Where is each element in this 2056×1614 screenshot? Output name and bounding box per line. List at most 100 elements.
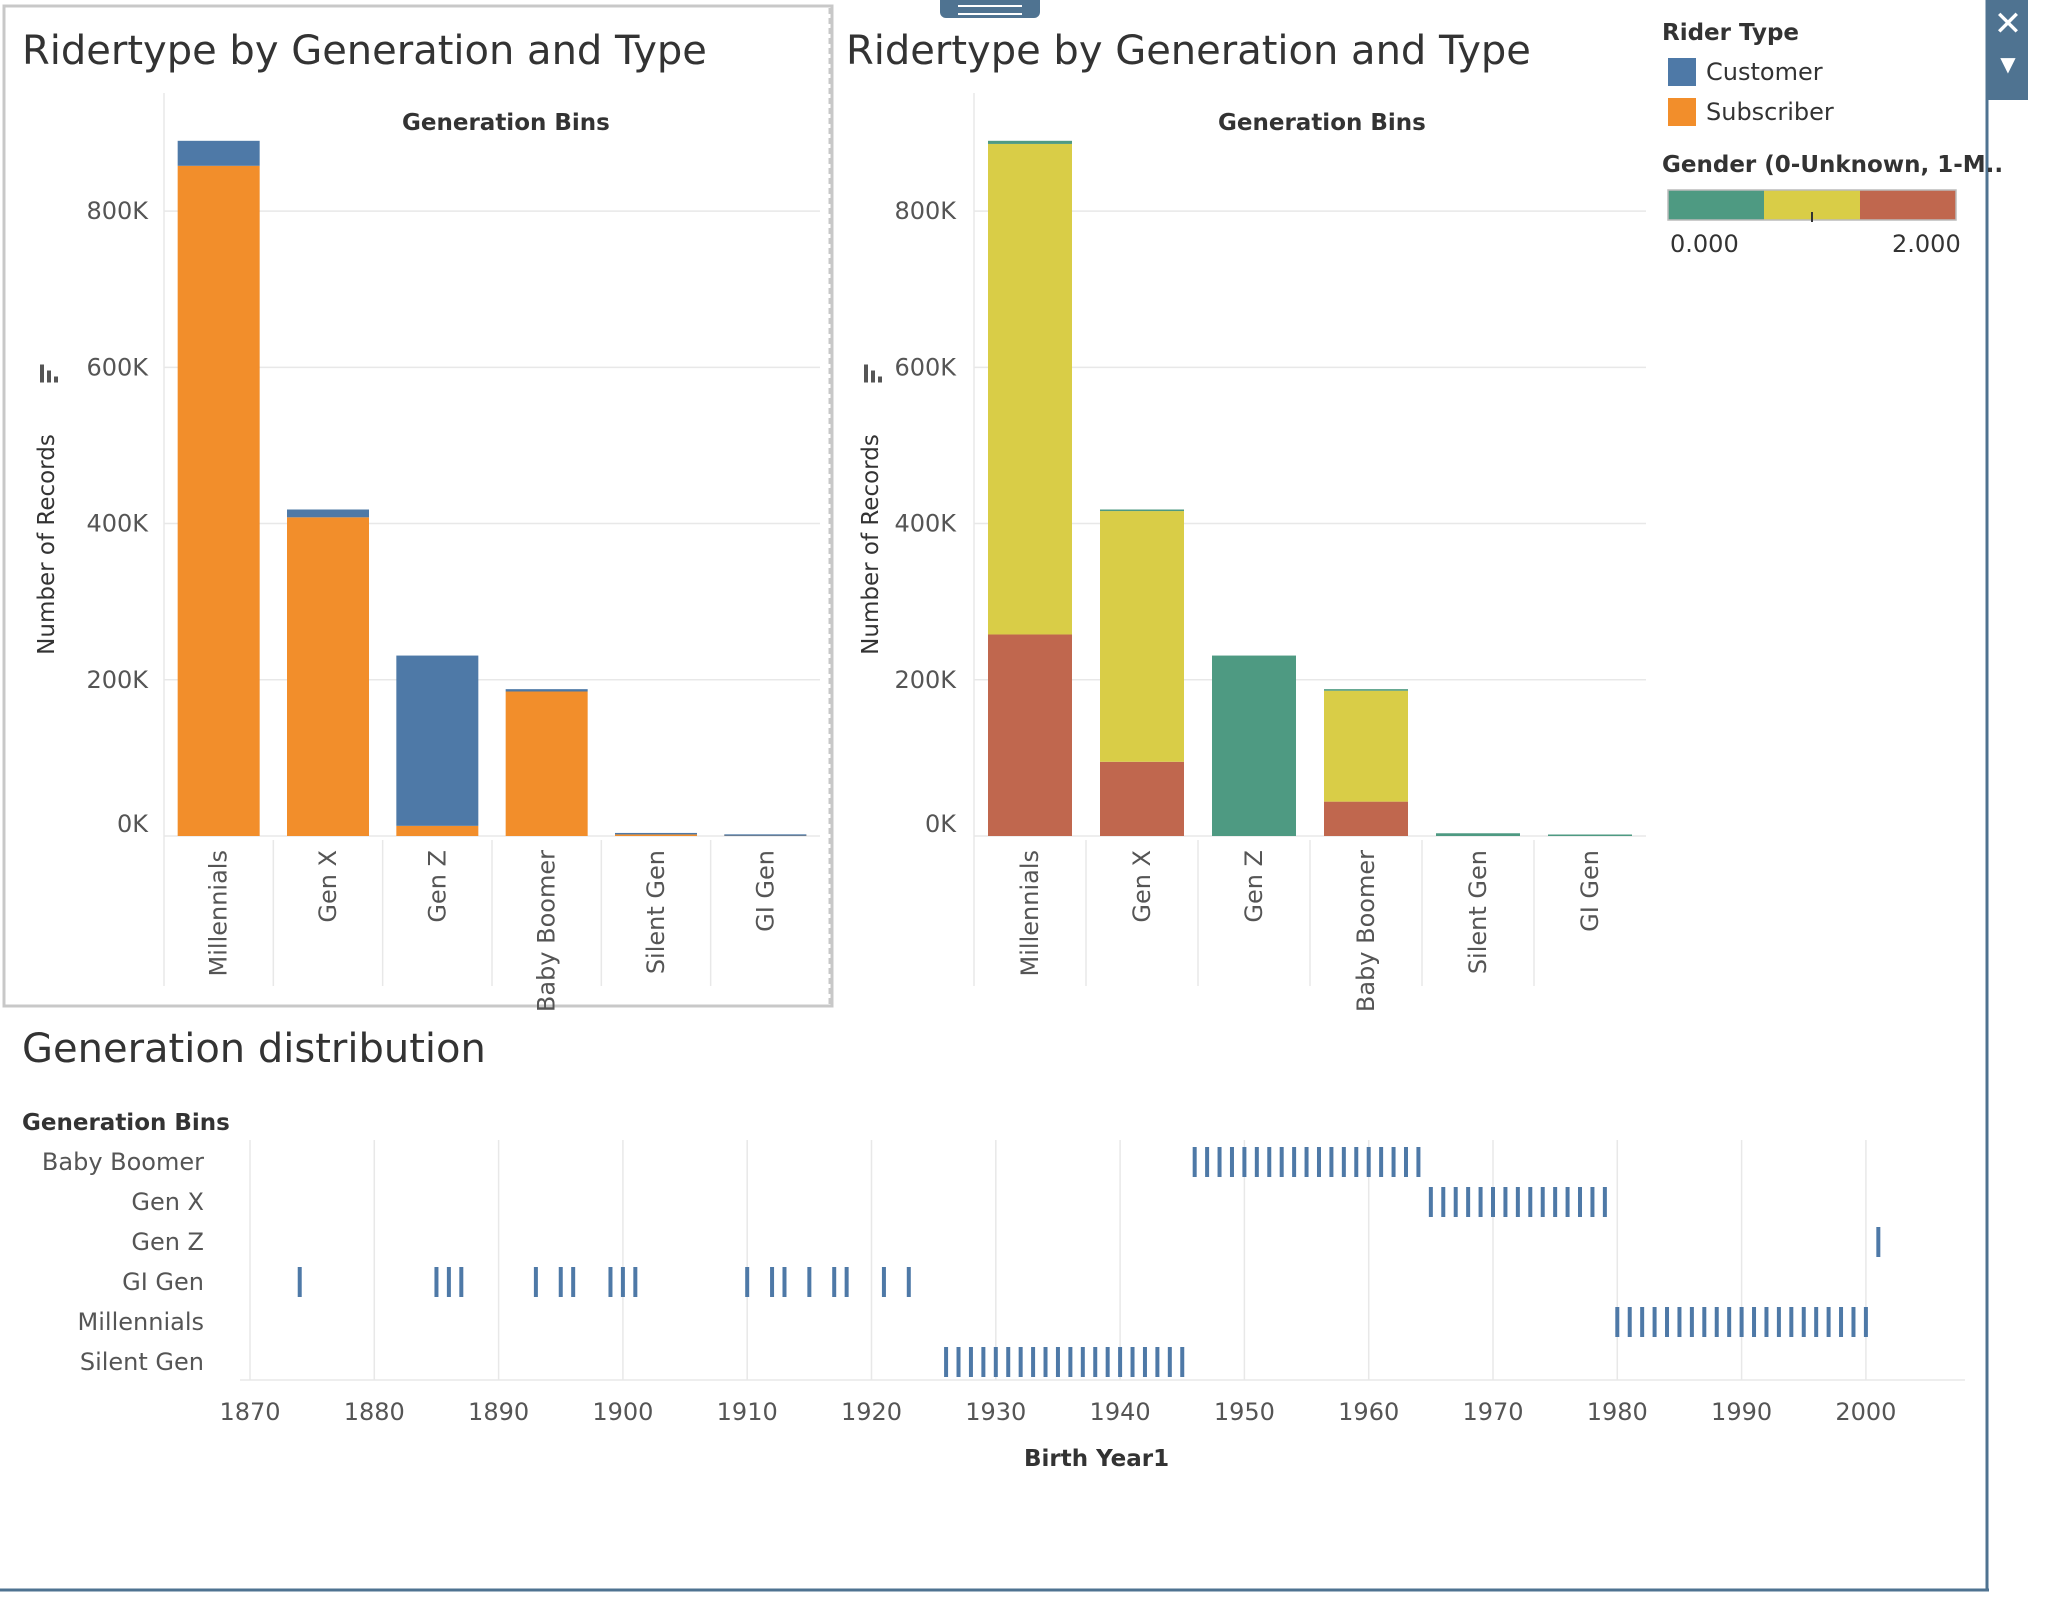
chart3-point	[1093, 1347, 1098, 1377]
chart3-point	[1341, 1147, 1346, 1177]
chart3-point	[1851, 1307, 1856, 1337]
sort-icon	[40, 364, 44, 383]
chart3-point	[1018, 1347, 1023, 1377]
chart2-y-tick-label: 0K	[925, 810, 957, 838]
chart3-x-axis-title: Birth Year1	[1024, 1446, 1170, 1472]
chart3-x-tick-label: 1960	[1338, 1398, 1399, 1426]
close-icon[interactable]: ✕	[1993, 4, 2023, 44]
chart3-row-label: Baby Boomer	[41, 1148, 204, 1176]
gender-legend-segment	[1860, 190, 1956, 220]
chart3-point	[297, 1267, 302, 1297]
chart3-point	[1814, 1307, 1819, 1337]
gender-legend-max: 2.000	[1892, 230, 1961, 258]
chart3-point	[1478, 1187, 1483, 1217]
chart3-point	[1863, 1307, 1868, 1337]
chart3-point	[1155, 1347, 1160, 1377]
chart3-row-label: GI Gen	[122, 1268, 204, 1296]
chart3-point	[1727, 1307, 1732, 1337]
close-button[interactable]: ✕ ▼	[1988, 0, 2028, 100]
chart2-bar-0	[1212, 655, 1296, 836]
drag-handle[interactable]	[940, 0, 1040, 18]
chart3-point	[1627, 1307, 1632, 1337]
chart3-x-tick-label: 2000	[1835, 1398, 1896, 1426]
sort-icon	[864, 364, 868, 383]
chart3-point	[1379, 1147, 1384, 1177]
chart1-bar-customer	[615, 832, 697, 835]
chart3-x-tick-label: 1940	[1090, 1398, 1151, 1426]
chart3-x-tick-label: 1890	[468, 1398, 529, 1426]
chart3-point	[1553, 1187, 1558, 1217]
chart3-point	[1055, 1347, 1060, 1377]
chart3-title: Generation distribution	[22, 1026, 486, 1072]
chart2-bar-0	[1436, 833, 1520, 836]
legend-customer[interactable]: Customer	[1706, 58, 1823, 86]
legend-subscriber[interactable]: Subscriber	[1706, 98, 1834, 126]
chart1-category-label: Gen X	[314, 850, 342, 923]
customer-swatch[interactable]	[1668, 58, 1696, 86]
chart3-point	[1839, 1307, 1844, 1337]
chart3-point	[1391, 1147, 1396, 1177]
chart3-point	[1776, 1307, 1781, 1337]
sort-icon	[47, 370, 51, 383]
chart1-category-label: Baby Boomer	[533, 850, 561, 1012]
chart2-category-label: Silent Gen	[1464, 850, 1492, 974]
chart3-point	[1540, 1187, 1545, 1217]
chart3-point	[1466, 1187, 1471, 1217]
chart2-category-label: Baby Boomer	[1352, 850, 1380, 1012]
subscriber-swatch[interactable]	[1668, 98, 1696, 126]
chart3-row-label: Silent Gen	[79, 1348, 204, 1376]
chart1-y-axis-title: Number of Records	[34, 434, 60, 655]
chart3-point	[1316, 1147, 1321, 1177]
chart3-point	[956, 1347, 961, 1377]
chart1-category-label: Millennials	[205, 850, 233, 976]
sort-icon	[878, 376, 882, 383]
chart1-bar-customer	[505, 689, 588, 692]
chart3-point	[981, 1347, 986, 1377]
chart1-title: Ridertype by Generation and Type	[22, 28, 707, 74]
chart3-point	[1689, 1307, 1694, 1337]
chart1-bar-subscriber	[505, 691, 588, 836]
chart1-y-tick-label: 0K	[117, 810, 149, 838]
chart3-x-tick-label: 1910	[717, 1398, 778, 1426]
chart3-point	[1515, 1187, 1520, 1217]
chart3-point	[1528, 1187, 1533, 1217]
chart3-point	[1130, 1347, 1135, 1377]
chevron-down-icon[interactable]: ▼	[2000, 52, 2016, 76]
chart3-point	[1826, 1307, 1831, 1337]
chart3-point	[1180, 1347, 1185, 1377]
chart3-point	[459, 1267, 464, 1297]
chart3-point	[1428, 1187, 1433, 1217]
chart3-point	[1105, 1347, 1110, 1377]
chart3-point	[1006, 1347, 1011, 1377]
chart1-bar-customer	[724, 834, 807, 836]
chart1-bar-subscriber	[287, 517, 369, 836]
chart3-point	[782, 1267, 787, 1297]
chart3-point	[1739, 1307, 1744, 1337]
chart1-y-tick-label: 600K	[86, 353, 149, 381]
chart3-point	[558, 1267, 563, 1297]
chart2-y-axis-title: Number of Records	[858, 434, 884, 655]
chart3-point	[1590, 1187, 1595, 1217]
chart3-point	[1503, 1187, 1508, 1217]
chart3-point	[968, 1347, 973, 1377]
chart3-x-tick-label: 1870	[219, 1398, 280, 1426]
chart3-point	[1366, 1147, 1371, 1177]
rider-type-legend-title: Rider Type	[1662, 20, 1800, 46]
chart3-point	[434, 1267, 439, 1297]
chart3-point	[1801, 1307, 1806, 1337]
chart3-point	[1254, 1147, 1259, 1177]
chart3-point	[1714, 1307, 1719, 1337]
chart3-point	[1354, 1147, 1359, 1177]
chart3-x-tick-label: 1990	[1711, 1398, 1772, 1426]
chart3-point	[1441, 1187, 1446, 1217]
chart1-bar-customer	[287, 509, 369, 518]
chart2-category-label: Gen X	[1128, 850, 1156, 923]
chart1-category-label: Silent Gen	[642, 850, 670, 974]
chart2-category-label: Gen Z	[1240, 850, 1268, 923]
chart3-row-label: Gen Z	[131, 1228, 204, 1256]
chart3-point	[1229, 1147, 1234, 1177]
chart2-bar-2	[988, 634, 1072, 836]
chart1-y-tick-label: 400K	[86, 510, 149, 538]
